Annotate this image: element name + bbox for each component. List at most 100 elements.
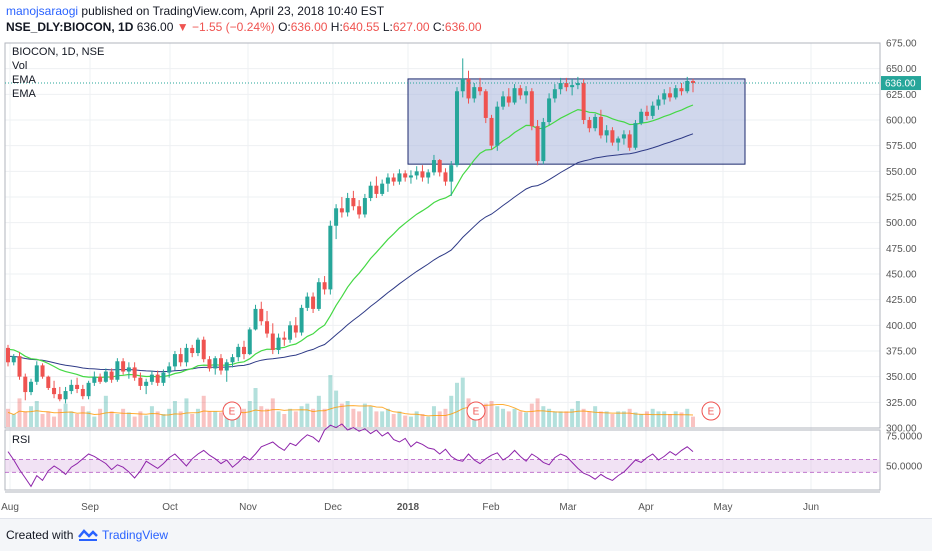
legend-entry: Vol	[12, 60, 27, 72]
candle-body	[650, 105, 655, 116]
open-value: 636.00	[290, 20, 328, 34]
volume-bar	[328, 375, 333, 427]
candle-body	[213, 358, 218, 369]
candle-body	[270, 333, 275, 350]
candle-body	[236, 346, 241, 358]
volume-bar	[242, 408, 247, 427]
candle-body	[362, 198, 367, 215]
volume-bar	[414, 411, 419, 427]
candle-body	[472, 87, 477, 99]
last-price-label: 636.00	[885, 79, 916, 90]
volume-bar	[593, 406, 598, 427]
volume-bar	[449, 395, 454, 427]
volume-bar	[357, 411, 362, 427]
volume-bar	[368, 406, 373, 427]
candle-body	[431, 160, 436, 173]
price-pane-border	[4, 42, 881, 429]
candle-body	[63, 391, 68, 400]
volume-bar	[195, 408, 200, 427]
volume-bar	[52, 416, 57, 427]
price-chart[interactable]: 675.00 650.00 625.00 600.00 575.00 550.00 525.…	[0, 38, 932, 518]
candle-body	[564, 83, 569, 88]
volume-bar	[552, 411, 557, 427]
volume-bar	[610, 414, 615, 427]
volume-bar	[161, 414, 166, 427]
candle-body	[293, 325, 298, 333]
volume-bar	[190, 414, 195, 427]
volume-bar	[501, 408, 506, 427]
volume-bar	[529, 403, 534, 427]
symbol-label: NSE_DLY:BIOCON, 1D	[6, 20, 134, 34]
candle-body	[69, 384, 74, 392]
volume-bar	[662, 411, 667, 427]
candle-body	[92, 376, 97, 383]
tradingview-brand-link[interactable]: TradingView	[102, 528, 169, 542]
volume-bar	[103, 395, 108, 427]
volume-bar	[443, 408, 448, 427]
price-tick-label: 525.00	[886, 193, 917, 204]
candle-body	[138, 377, 143, 386]
volume-bar	[46, 411, 51, 427]
candle-body	[98, 376, 103, 382]
candle-body	[598, 116, 603, 136]
volume-bar	[604, 411, 609, 427]
candle-body	[449, 165, 454, 182]
volume-bar	[86, 411, 91, 427]
candle-body	[259, 308, 264, 322]
legend-entry: EMA	[12, 88, 37, 100]
candle-body	[691, 80, 695, 84]
volume-bar	[339, 403, 344, 427]
candle-body	[478, 87, 483, 92]
volume-bar	[334, 390, 339, 427]
volume-bar	[385, 408, 390, 427]
volume-bar	[403, 415, 408, 427]
volume-bar	[656, 411, 661, 427]
candle-body	[489, 117, 494, 146]
candle-body	[454, 91, 459, 166]
close-label: C:	[432, 20, 445, 34]
footer: Created with TradingView	[0, 518, 932, 551]
candle-body	[501, 96, 506, 107]
time-tick-label: May	[714, 502, 733, 513]
earnings-marker-label: E	[708, 407, 715, 418]
candle-body	[575, 83, 580, 86]
low-value: 627.00	[392, 20, 430, 34]
candle-body	[385, 177, 390, 184]
legend-entry: EMA	[12, 74, 37, 86]
range-rectangle	[407, 78, 746, 165]
price-tick-label: 650.00	[886, 64, 917, 75]
legend-entry: BIOCON, 1D, NSE	[12, 46, 104, 58]
candle-body	[109, 371, 114, 380]
volume-bar	[121, 408, 126, 427]
price-tick-label: 325.00	[886, 398, 917, 409]
ema-fast-line	[7, 104, 694, 379]
volume-bar	[69, 411, 74, 427]
volume-bar	[34, 401, 39, 427]
publish-line: manojsaraogi published on TradingView.co…	[6, 4, 384, 18]
time-tick-label: Nov	[239, 502, 257, 513]
time-tick-label: Oct	[162, 502, 178, 513]
volume-bar	[506, 411, 511, 427]
candle-body	[29, 381, 34, 393]
price-tick-label: 600.00	[886, 116, 917, 127]
volume-bar	[489, 401, 494, 427]
candle-body	[11, 356, 16, 363]
candle-body	[420, 171, 425, 178]
candle-body	[172, 354, 177, 367]
author-link[interactable]: manojsaraogi	[6, 4, 79, 18]
candle-body	[667, 93, 672, 98]
volume-bar	[380, 411, 385, 427]
candle-body	[34, 365, 39, 382]
volume-bar	[155, 411, 160, 427]
candle-body	[639, 111, 644, 124]
rsi-tick-label: 75.0000	[886, 432, 923, 443]
volume-bar	[685, 408, 690, 427]
candle-body	[46, 376, 51, 388]
rsi-label: RSI	[12, 434, 30, 446]
volume-bar	[483, 403, 488, 427]
volume-bar	[558, 411, 563, 427]
candle-body	[299, 307, 304, 333]
candle-body	[247, 329, 252, 355]
rsi-line	[7, 423, 694, 488]
volume-bar	[547, 408, 552, 427]
